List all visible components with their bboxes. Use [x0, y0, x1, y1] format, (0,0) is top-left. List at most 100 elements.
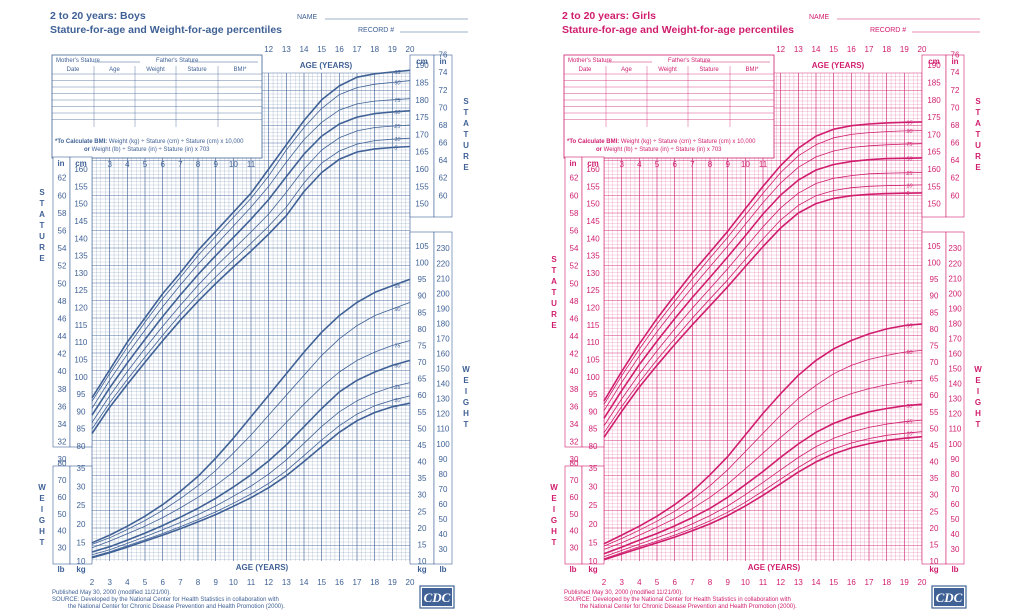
stature-curve-p75 — [91, 98, 411, 409]
weight-word-left-letter: G — [551, 516, 557, 525]
name-label: NAME — [809, 14, 830, 21]
stature-word-left-letter: U — [551, 299, 557, 308]
stature-in-right-column — [945, 54, 965, 218]
stature-word-right-letter: A — [975, 119, 981, 128]
stature-in-right-tick: 66 — [439, 139, 448, 148]
stature-cm-right-column — [921, 54, 947, 218]
age-tick-bottom: 11 — [247, 578, 256, 587]
table-header-bmi: BMI* — [233, 67, 247, 73]
stature-curve-label-p95: 95 — [394, 70, 401, 76]
stature-word-right-letter: U — [463, 141, 469, 150]
bmi-note-bold: *To Calculate BMI: — [567, 139, 619, 145]
stature-word-right-letter: T — [464, 130, 469, 139]
stature-in-right-tick: 70 — [439, 103, 448, 112]
weight-word-left-letter: I — [553, 505, 555, 514]
weight-lb-right-tick: 210 — [948, 274, 962, 283]
age-tick-mid: 8 — [196, 160, 201, 169]
stature-in-tick: 36 — [570, 402, 579, 411]
weight-kg-right-tick: 15 — [930, 540, 939, 549]
weight-kg-tick: 15 — [589, 538, 598, 547]
age-tick-mid: 6 — [672, 160, 677, 169]
weight-lb-right-tick: 170 — [948, 334, 962, 343]
age-tick-top: 12 — [264, 45, 273, 54]
girls-chart-panel: Mother's Stature Father's Stature Date Age W… — [512, 0, 1024, 614]
weight-kg-right-column — [921, 231, 947, 565]
stature-in-tick: 48 — [58, 297, 67, 306]
age-tick-bottom: 13 — [794, 578, 803, 587]
stature-in-right-tick: 60 — [951, 191, 960, 200]
stature-curve-p95 — [603, 121, 923, 402]
weight-lb-right-tick: 60 — [439, 500, 448, 509]
weight-lb-right-tick: 110 — [949, 425, 962, 434]
stature-in-right-tick: 64 — [439, 156, 448, 165]
weight-word-right-letter: E — [463, 376, 469, 385]
age-tick-mid: 7 — [690, 160, 695, 169]
unit-kg-right: kg — [929, 565, 938, 574]
age-tick-bottom: 15 — [829, 578, 838, 587]
weight-kg-tick: 25 — [77, 501, 86, 510]
weight-curve-p95 — [91, 278, 411, 544]
weight-word-right-letter: W — [974, 365, 982, 374]
weight-curve-p5 — [91, 402, 411, 559]
stature-in-tick: 50 — [58, 279, 67, 288]
age-tick-top: 13 — [282, 45, 291, 54]
stature-cm-tick: 135 — [586, 252, 600, 261]
age-tick-mid: 5 — [143, 160, 148, 169]
age-tick-mid: 3 — [619, 160, 624, 169]
weight-curve-p95 — [603, 323, 923, 545]
age-tick-mid: 9 — [725, 160, 730, 169]
weight-curve-label-p95: 95 — [906, 324, 913, 330]
weight-curve-p10 — [603, 431, 923, 560]
boys-growth-chart: Mother's Stature Father's Stature Date Age W… — [38, 10, 470, 610]
table-header-age: Age — [621, 67, 632, 73]
weight-lb-right-tick: 30 — [951, 545, 960, 554]
stature-cm-tick: 145 — [74, 217, 88, 226]
stature-word-left-letter: T — [40, 199, 45, 208]
weight-lb-tick: 40 — [58, 527, 67, 536]
weight-word-left-letter: W — [38, 483, 46, 492]
age-label-top: AGE (YEARS) — [300, 61, 353, 70]
stature-in-right-tick: 64 — [951, 156, 960, 165]
weight-kg-right-tick: 35 — [418, 474, 427, 483]
stature-word-left-letter: A — [39, 210, 45, 219]
unit-in-left: in — [57, 159, 64, 168]
stature-word-left-letter: S — [39, 188, 45, 197]
weight-lb-right-tick: 140 — [436, 380, 450, 389]
weight-curve-p10 — [91, 395, 411, 558]
age-tick-mid: 10 — [229, 160, 238, 169]
weight-kg-tick: 20 — [77, 520, 86, 529]
stature-cm-tick: 150 — [74, 200, 88, 209]
weight-word-left-letter: G — [39, 516, 45, 525]
age-tick-bottom: 11 — [759, 578, 768, 587]
age-tick-bottom: 17 — [865, 578, 874, 587]
stature-curve-label-p90: 90 — [906, 129, 913, 135]
weight-lb-tick: 30 — [58, 544, 67, 553]
bmi-note-or: or — [84, 147, 91, 153]
age-tick-bottom: 16 — [847, 578, 856, 587]
stature-cm-right-tick: 180 — [927, 96, 941, 105]
age-tick-bottom: 19 — [900, 578, 909, 587]
stature-cm-tick: 95 — [589, 390, 598, 399]
stature-cm-right-tick: 160 — [927, 165, 941, 174]
stature-in-tick: 40 — [58, 367, 67, 376]
age-tick-mid: 7 — [178, 160, 183, 169]
weight-curve-label-p75: 75 — [906, 380, 913, 386]
stature-cm-right-tick: 165 — [927, 148, 941, 157]
stature-curve-p75 — [603, 143, 923, 411]
bmi-note-bold: *To Calculate BMI: — [55, 139, 107, 145]
weight-word-left-letter: I — [41, 505, 43, 514]
stature-cm-tick: 105 — [74, 355, 88, 364]
stature-curve-label-p75: 75 — [394, 98, 401, 104]
unit-lb-left: lb — [569, 565, 576, 574]
stature-word-left-letter: R — [551, 310, 557, 319]
weight-word-left-letter: W — [550, 483, 558, 492]
weight-kg-right-tick: 100 — [927, 259, 941, 268]
age-tick-bottom: 20 — [918, 578, 927, 587]
weight-word-left-letter: H — [39, 527, 45, 536]
weight-lb-right-tick: 200 — [436, 289, 450, 298]
weight-curve-p75 — [603, 379, 923, 550]
stature-cm-tick: 85 — [77, 425, 86, 434]
weight-kg-tick: 30 — [589, 483, 598, 492]
stature-curve-label-p10: 10 — [394, 137, 401, 143]
stature-in-tick: 40 — [570, 367, 579, 376]
